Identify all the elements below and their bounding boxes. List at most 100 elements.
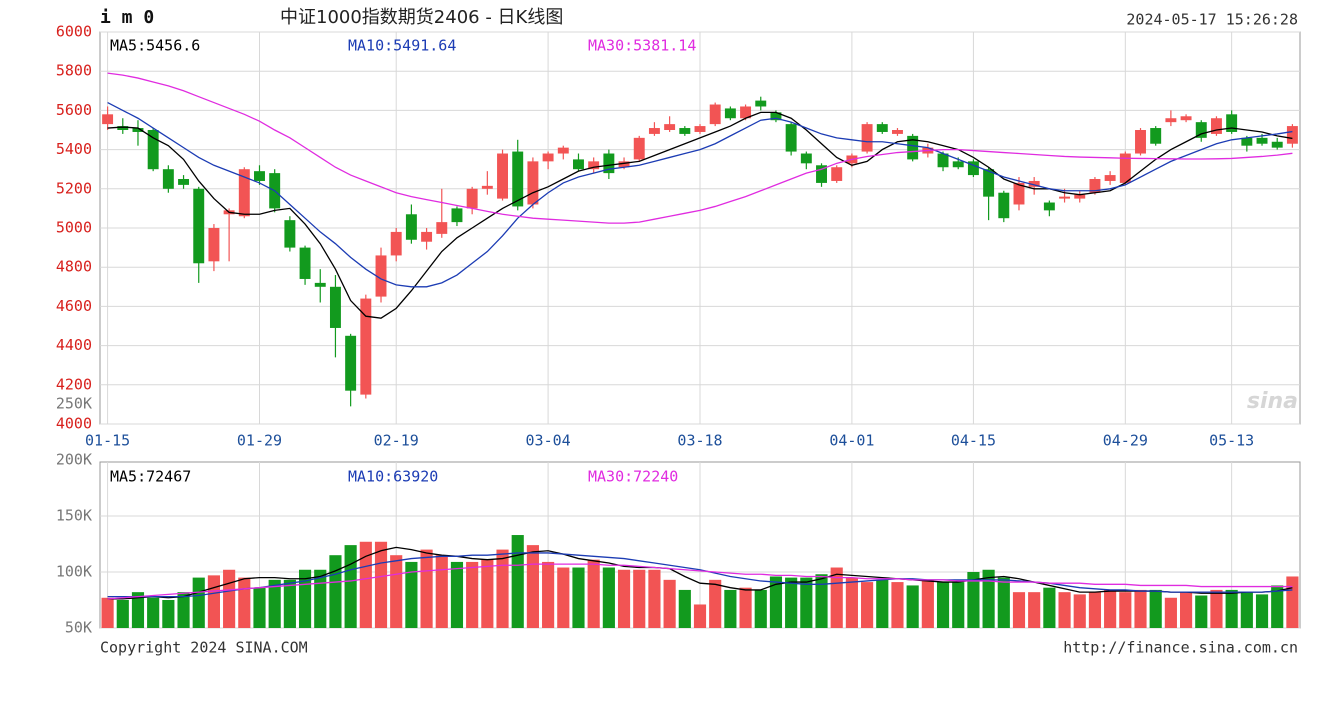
volume-bar [162,600,175,628]
volume-bar [633,569,646,628]
candle-body [1089,179,1101,193]
ma-line [107,111,1293,319]
candle-body [284,220,296,248]
volume-bar [921,579,934,628]
y-tick-label: 250K [56,395,92,413]
volume-bar [739,587,752,628]
volume-bar [1104,589,1117,628]
x-tick-label: 02-19 [374,432,419,450]
y-tick-label: 4200 [56,375,92,393]
volume-bar [709,579,722,628]
y-tick-label: 5800 [56,62,92,80]
legend-label: MA30:5381.14 [588,37,696,55]
candle-body [436,222,448,234]
volume-bar [906,585,919,628]
volume-bar [648,569,661,628]
copyright: Copyright 2024 SINA.COM [100,639,308,657]
candle-body [1210,118,1222,134]
volume-bar [1058,592,1071,628]
volume-bar [861,582,874,628]
y-tick-label: 200K [56,451,92,469]
candle-body [937,153,949,168]
volume-bar [374,541,388,628]
volume-bar [450,561,464,628]
candle-body [892,130,903,134]
legend-label: MA5:5456.6 [110,37,200,55]
volume-bar [207,575,220,628]
volume-bar [420,549,433,628]
y-tick-label: 4000 [56,415,92,433]
legend-label: MA30:72240 [588,468,678,486]
candle-body [1226,114,1238,132]
y-tick-label: 5000 [56,219,92,237]
volume-bar [238,577,251,628]
candle-body [102,114,114,125]
candle-body [785,124,797,152]
volume-bar [587,559,600,628]
candle-body [345,335,357,391]
ma-line [107,552,1293,598]
volume-bar [1164,597,1177,628]
ma-line [107,101,1293,288]
candle-body [1150,128,1162,144]
candle-body [375,255,387,297]
volume-bar [602,567,615,628]
x-tick-label: 01-15 [85,432,130,450]
volume-bar [1180,592,1193,628]
candle-body [724,108,736,119]
legend-label: MA10:63920 [348,468,438,486]
y-tick-label: 4800 [56,258,92,276]
x-tick-label: 05-13 [1209,432,1254,450]
candle-body [694,126,706,132]
volume-bar [952,582,965,628]
volume-bar [1073,594,1086,628]
source-url: http://finance.sina.com.cn [1063,639,1298,657]
candle-body [740,106,752,119]
volume-bar [147,597,160,628]
y-tick-label: 150K [56,507,92,525]
volume-bar [526,545,539,628]
y-tick-label: 100K [56,563,92,581]
candle-body [451,208,463,223]
volume-bar [131,592,145,628]
x-tick-label: 03-18 [677,432,722,450]
candle-body [557,147,569,154]
volume-bar [435,555,448,628]
volume-bar [830,567,843,628]
candle-body [1013,182,1025,205]
volume-bar [617,569,631,628]
symbol: i m 0 [100,7,154,28]
candle-body [770,112,782,121]
candle-body [907,135,919,160]
timestamp: 2024-05-17 15:26:28 [1126,11,1298,29]
candle-body [1104,175,1116,181]
volume-bar [693,604,707,628]
y-tick-label: 6000 [56,23,92,41]
y-tick-label: 5400 [56,140,92,158]
volume-bar [754,589,767,628]
volume-bar [724,589,737,628]
volume-bar [663,579,676,628]
candle-body [254,171,265,181]
candle-body [633,137,645,160]
volume-bar [678,589,691,628]
y-tick-label: 5200 [56,179,92,197]
volume-bar [1271,585,1284,628]
candle-body [831,167,843,181]
candle-body [679,128,691,134]
volume-bar [268,579,281,628]
chart-title: 中证1000指数期货2406 - 日K线图 [280,7,563,28]
volume-bar [359,541,372,628]
y-tick-label: 4400 [56,336,92,354]
volume-bar [845,577,858,628]
volume-bar [1255,594,1269,628]
volume-bar [466,561,479,628]
volume-bar [223,569,236,628]
volume-bar [785,577,798,628]
y-tick-label: 5600 [56,101,92,119]
candle-body [1028,180,1040,187]
volume-bar [1119,592,1132,628]
volume-bar [891,582,904,628]
